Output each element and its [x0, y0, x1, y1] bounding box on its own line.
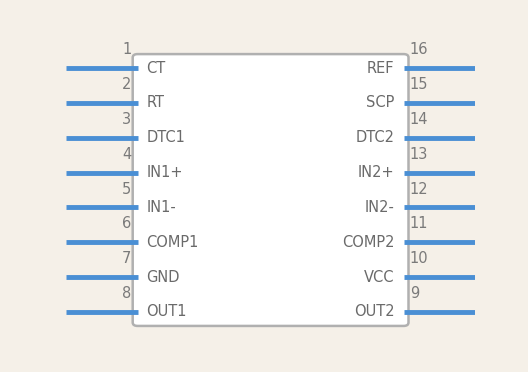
- Text: 9: 9: [410, 286, 419, 301]
- Text: CT: CT: [147, 61, 166, 76]
- Text: GND: GND: [147, 270, 180, 285]
- Text: IN1+: IN1+: [147, 165, 183, 180]
- Text: 11: 11: [410, 217, 428, 231]
- Text: OUT1: OUT1: [147, 304, 187, 320]
- Text: 3: 3: [122, 112, 131, 127]
- Text: VCC: VCC: [364, 270, 394, 285]
- Text: IN2-: IN2-: [365, 200, 394, 215]
- Text: 1: 1: [122, 42, 131, 57]
- Text: 4: 4: [122, 147, 131, 162]
- Text: IN2+: IN2+: [358, 165, 394, 180]
- Text: 5: 5: [122, 182, 131, 196]
- Text: 12: 12: [410, 182, 428, 196]
- Text: 10: 10: [410, 251, 428, 266]
- Text: 7: 7: [122, 251, 131, 266]
- Text: OUT2: OUT2: [354, 304, 394, 320]
- Text: 8: 8: [122, 286, 131, 301]
- Text: RT: RT: [147, 96, 165, 110]
- Text: SCP: SCP: [366, 96, 394, 110]
- Text: 13: 13: [410, 147, 428, 162]
- Text: COMP1: COMP1: [147, 235, 199, 250]
- Text: 6: 6: [122, 217, 131, 231]
- Text: 14: 14: [410, 112, 428, 127]
- Text: DTC1: DTC1: [147, 130, 185, 145]
- Text: 16: 16: [410, 42, 428, 57]
- Text: DTC2: DTC2: [355, 130, 394, 145]
- Text: 15: 15: [410, 77, 428, 92]
- Text: 2: 2: [122, 77, 131, 92]
- FancyBboxPatch shape: [133, 54, 409, 326]
- Text: REF: REF: [367, 61, 394, 76]
- Text: IN1-: IN1-: [147, 200, 176, 215]
- Text: COMP2: COMP2: [342, 235, 394, 250]
